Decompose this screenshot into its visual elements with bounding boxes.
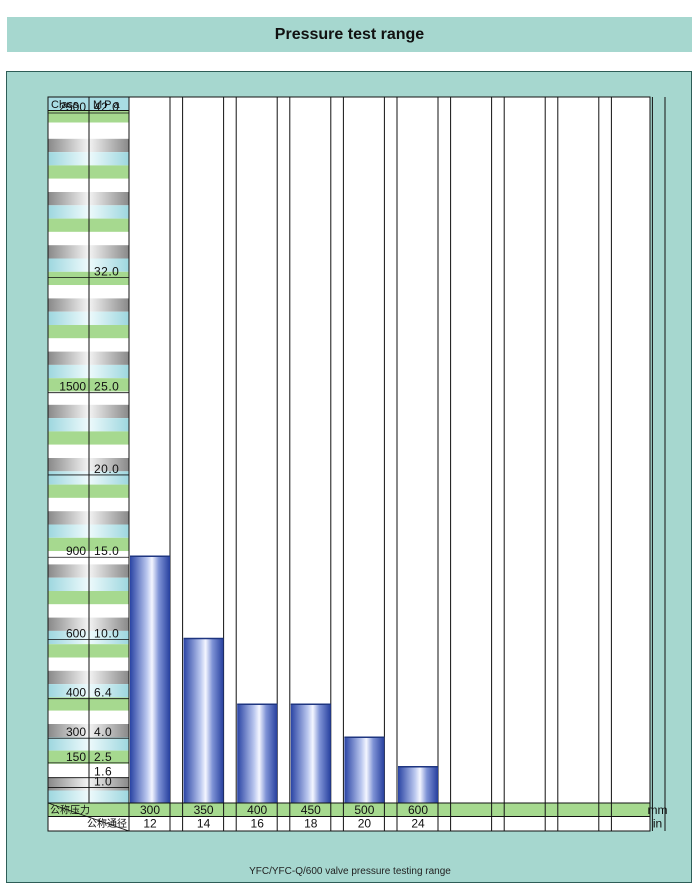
y-class-label: 600 — [66, 626, 86, 640]
x-tick-mm: 400 — [247, 803, 267, 817]
y-mpa-label: 10.0 — [94, 626, 119, 640]
y-header-class: Class — [51, 99, 79, 111]
x-tick-mm: 500 — [354, 803, 374, 817]
y-class-label: 1500 — [59, 380, 86, 394]
y-mpa-label: 20.0 — [94, 462, 119, 476]
y-mpa-label: 42.0 — [94, 100, 119, 114]
title-bar: Pressure test range — [7, 17, 692, 52]
x-tick-mm: 350 — [194, 803, 214, 817]
y-class-label: 300 — [66, 725, 86, 739]
y-class-label: 150 — [66, 750, 86, 764]
y-mpa-label: 15.0 — [94, 544, 119, 558]
x-tick-in: 18 — [304, 817, 318, 831]
page-title: Pressure test range — [274, 25, 425, 43]
x-row2-label: 公称通径 — [87, 817, 127, 830]
x-tick-mm: 450 — [301, 803, 321, 817]
y-header-mpa: MPa — [93, 99, 122, 111]
x-table-row1-bg — [48, 803, 650, 816]
y-axis-labels: Class MPa 2500 42.0 32.0 1500 25.0 20.0 900 15.0 6… — [48, 99, 129, 789]
x-tick-in: 14 — [197, 817, 211, 831]
y-mpa-label: 6.4 — [94, 686, 112, 700]
bar-600 — [398, 766, 438, 803]
bar-500 — [344, 737, 385, 803]
x-tick-mm: 300 — [140, 803, 160, 817]
y-mpa-label: 2.5 — [94, 750, 112, 764]
y-class-label: 400 — [66, 686, 86, 700]
bar-450 — [290, 704, 331, 803]
y-mpa-label: 4.0 — [94, 725, 112, 739]
y-class-label: 900 — [66, 544, 86, 558]
y-mpa-label: 1.0 — [94, 775, 112, 789]
y-mpa-label: 32.0 — [94, 265, 119, 279]
y-mpa-label: 1.6 — [94, 765, 112, 779]
x-tick-in: 24 — [411, 817, 425, 831]
x-table-diagonal — [47, 802, 130, 832]
x-unit-in: in — [653, 817, 662, 831]
x-row1-label: 公称压力 — [50, 804, 90, 817]
x-unit-mm: mm — [648, 803, 668, 817]
bar-350 — [183, 638, 224, 803]
x-tick-in: 16 — [251, 817, 265, 831]
bars — [130, 555, 438, 803]
x-tick-mm: 600 — [408, 803, 428, 817]
y-mpa-label: 25.0 — [94, 380, 119, 394]
bar-400 — [237, 704, 278, 803]
bar-300 — [130, 556, 170, 803]
chart-caption: YFC/YFC-Q/600 valve pressure testing ran… — [249, 866, 451, 877]
x-tick-in: 12 — [143, 817, 157, 831]
x-tick-in: 20 — [358, 817, 372, 831]
y-axis-stripes — [47, 96, 130, 804]
y-class-label: 2500 — [59, 100, 86, 114]
